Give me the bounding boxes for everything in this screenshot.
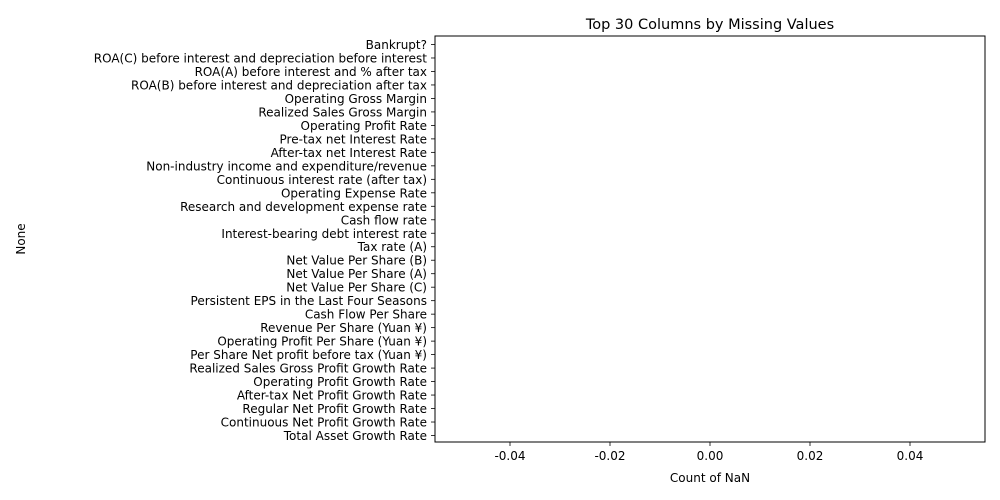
x-tick-label: 0.04 [897, 449, 924, 463]
y-tick-label: Operating Gross Margin [285, 92, 427, 106]
y-tick-label: Continuous Net Profit Growth Rate [221, 416, 427, 430]
y-tick-label: Cash Flow Per Share [305, 308, 427, 322]
y-tick-label: Per Share Net profit before tax (Yuan ¥) [190, 348, 427, 362]
y-tick-label: After-tax Net Profit Growth Rate [237, 389, 427, 403]
y-tick-label: Pre-tax net Interest Rate [280, 132, 427, 146]
y-tick-label: Operating Profit Per Share (Yuan ¥) [217, 335, 427, 349]
y-tick-label: Cash flow rate [341, 213, 427, 227]
x-tick-label: -0.04 [494, 449, 525, 463]
y-tick-label: Non-industry income and expenditure/reve… [146, 159, 427, 173]
x-tick-label: 0.00 [697, 449, 724, 463]
y-axis: Bankrupt?ROA(C) before interest and depr… [94, 38, 435, 443]
y-tick-label: Bankrupt? [366, 38, 427, 52]
y-tick-label: Revenue Per Share (Yuan ¥) [260, 321, 427, 335]
x-tick-label: 0.02 [797, 449, 824, 463]
y-tick-label: Operating Profit Growth Rate [253, 375, 427, 389]
y-tick-label: Net Value Per Share (B) [286, 254, 427, 268]
y-tick-label: Realized Sales Gross Profit Growth Rate [189, 362, 427, 376]
x-axis-label: Count of NaN [670, 471, 750, 485]
y-tick-label: Realized Sales Gross Margin [258, 105, 427, 119]
y-tick-label: Operating Profit Rate [301, 119, 427, 133]
y-tick-label: Interest-bearing debt interest rate [221, 227, 427, 241]
y-tick-label: Tax rate (A) [357, 240, 427, 254]
x-tick-label: -0.02 [594, 449, 625, 463]
plot-area-frame [434, 35, 986, 443]
y-tick-label: After-tax net Interest Rate [271, 146, 427, 160]
y-tick-label: Continuous interest rate (after tax) [217, 173, 427, 187]
y-tick-label: Net Value Per Share (A) [286, 267, 427, 281]
y-tick-label: Research and development expense rate [180, 200, 427, 214]
x-axis: -0.04 -0.02 0.00 0.02 0.04 [494, 442, 923, 463]
y-tick-label: ROA(A) before interest and % after tax [195, 65, 427, 79]
y-tick-label: Operating Expense Rate [281, 186, 427, 200]
chart-title: Top 30 Columns by Missing Values [585, 17, 834, 33]
y-tick-label: Total Asset Growth Rate [283, 429, 427, 443]
y-tick-label: Net Value Per Share (C) [286, 281, 427, 295]
y-tick-label: Persistent EPS in the Last Four Seasons [191, 294, 427, 308]
y-axis-label: None [14, 223, 28, 254]
y-tick-label: ROA(B) before interest and depreciation … [131, 78, 427, 92]
y-tick-label: ROA(C) before interest and depreciation … [94, 51, 428, 65]
y-tick-label: Regular Net Profit Growth Rate [242, 402, 427, 416]
